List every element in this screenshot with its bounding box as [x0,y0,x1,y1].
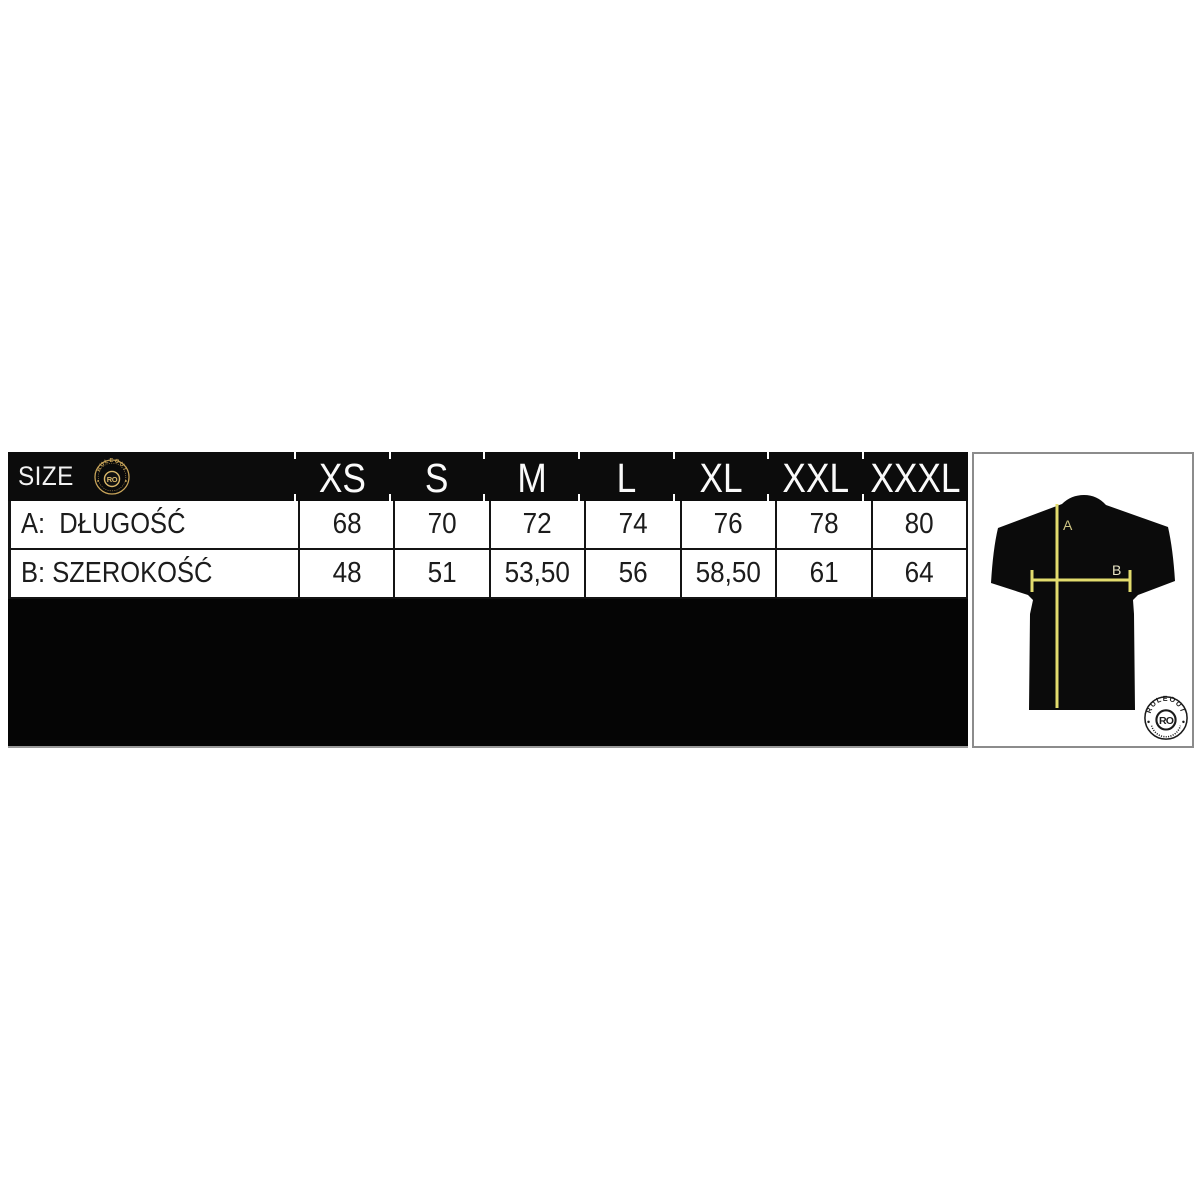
tshirt-diagram: A B [991,495,1175,710]
tshirt-silhouette [991,495,1175,710]
width-value-xxl: 61 [775,550,870,597]
column-header-s: S [388,452,485,501]
column-header-m: M [483,452,579,501]
width-value-xs: 48 [298,550,393,597]
measure-lines [1030,504,1132,708]
length-value-xxl: 78 [775,501,870,548]
column-header-xxl: XXL [767,452,863,501]
length-value-xs: 68 [298,501,393,548]
width-value-l: 56 [584,550,679,597]
measure-b-label: B [1112,562,1121,578]
length-value-m: 72 [488,501,584,548]
length-value-s: 70 [393,501,488,548]
size-chart-table: SIZE RULEOUT RO XS S [8,452,968,748]
width-value-s: 51 [393,550,488,597]
measure-a-label: A [1063,517,1073,533]
badge-monogram: RO [107,474,118,483]
width-value-xxxl: 64 [870,550,966,597]
row-label-width: B: SZEROKOŚĆ [21,557,213,589]
table-row-width: B: SZEROKOŚĆ 48 51 53,50 56 58,50 61 64 [8,550,968,599]
badge-micro-text [1150,725,1182,738]
size-corner-label: SIZE [18,461,74,491]
column-header-xxxl: XXXL [862,452,968,501]
width-value-m: 53,50 [488,550,584,597]
column-header-l: L [578,452,674,501]
length-value-xxxl: 80 [870,501,966,548]
tshirt-measurement-panel: A B RULEOUT RO [972,452,1194,748]
brand-badge-gold-icon: RULEOUT RO [94,458,130,495]
table-row-length: A: DŁUGOŚĆ 68 70 72 74 76 78 80 [8,501,968,550]
column-header-xs: XS [294,452,390,501]
badge-monogram: RO [1159,715,1174,727]
column-header-xl: XL [672,452,769,501]
length-value-xl: 76 [679,501,775,548]
size-chart-header-row: SIZE RULEOUT RO XS S [8,452,968,501]
row-label-length: A: DŁUGOŚĆ [21,508,186,540]
black-filler-band [8,599,968,748]
length-value-l: 74 [584,501,679,548]
brand-badge-mono-icon: RULEOUT RO [1144,695,1188,740]
size-corner-cell: SIZE RULEOUT RO [8,452,295,501]
width-value-xl: 58,50 [679,550,775,597]
